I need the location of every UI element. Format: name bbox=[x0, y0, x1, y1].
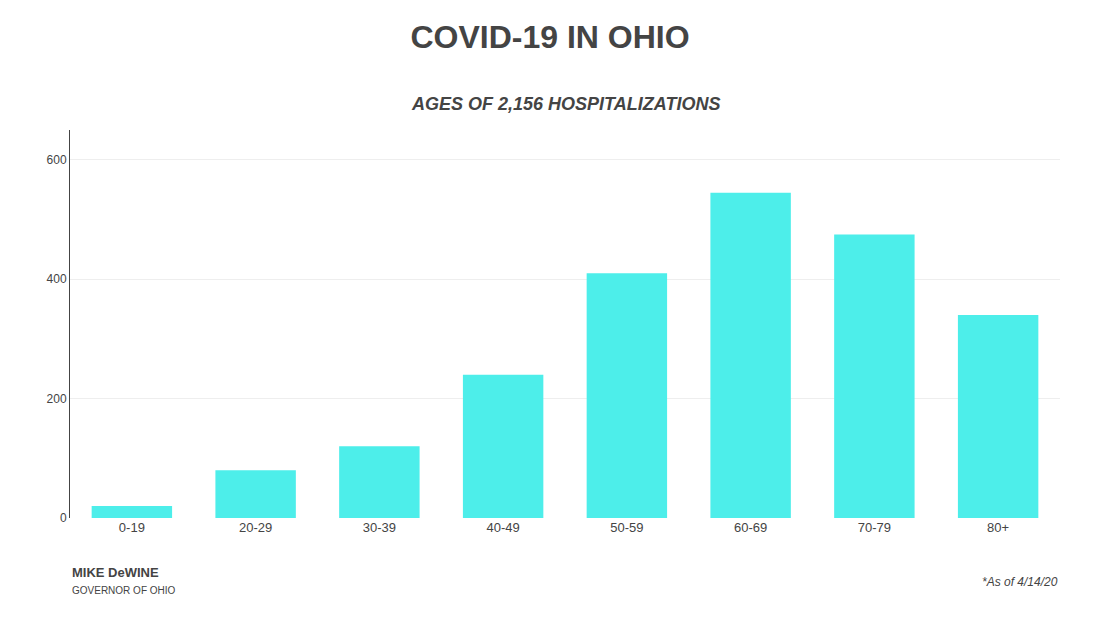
svg-text:40-49: 40-49 bbox=[487, 520, 520, 535]
svg-text:COVID-19 IN OHIO: COVID-19 IN OHIO bbox=[410, 19, 689, 55]
svg-text:AGES OF 2,156 HOSPITALIZATIONS: AGES OF 2,156 HOSPITALIZATIONS bbox=[411, 94, 720, 114]
svg-text:*As of 4/14/20: *As of 4/14/20 bbox=[982, 575, 1058, 589]
svg-text:60-69: 60-69 bbox=[734, 520, 767, 535]
svg-text:200: 200 bbox=[47, 392, 67, 406]
svg-text:600: 600 bbox=[47, 153, 67, 167]
svg-text:80+: 80+ bbox=[987, 520, 1009, 535]
svg-text:MIKE DeWINE: MIKE DeWINE bbox=[72, 565, 159, 580]
svg-text:20-29: 20-29 bbox=[239, 520, 272, 535]
svg-text:GOVERNOR OF OHIO: GOVERNOR OF OHIO bbox=[72, 585, 176, 596]
svg-text:70-79: 70-79 bbox=[858, 520, 891, 535]
svg-text:400: 400 bbox=[47, 272, 67, 286]
svg-text:0-19: 0-19 bbox=[119, 520, 145, 535]
svg-text:30-39: 30-39 bbox=[363, 520, 396, 535]
svg-text:50-59: 50-59 bbox=[610, 520, 643, 535]
svg-text:0: 0 bbox=[60, 511, 67, 525]
